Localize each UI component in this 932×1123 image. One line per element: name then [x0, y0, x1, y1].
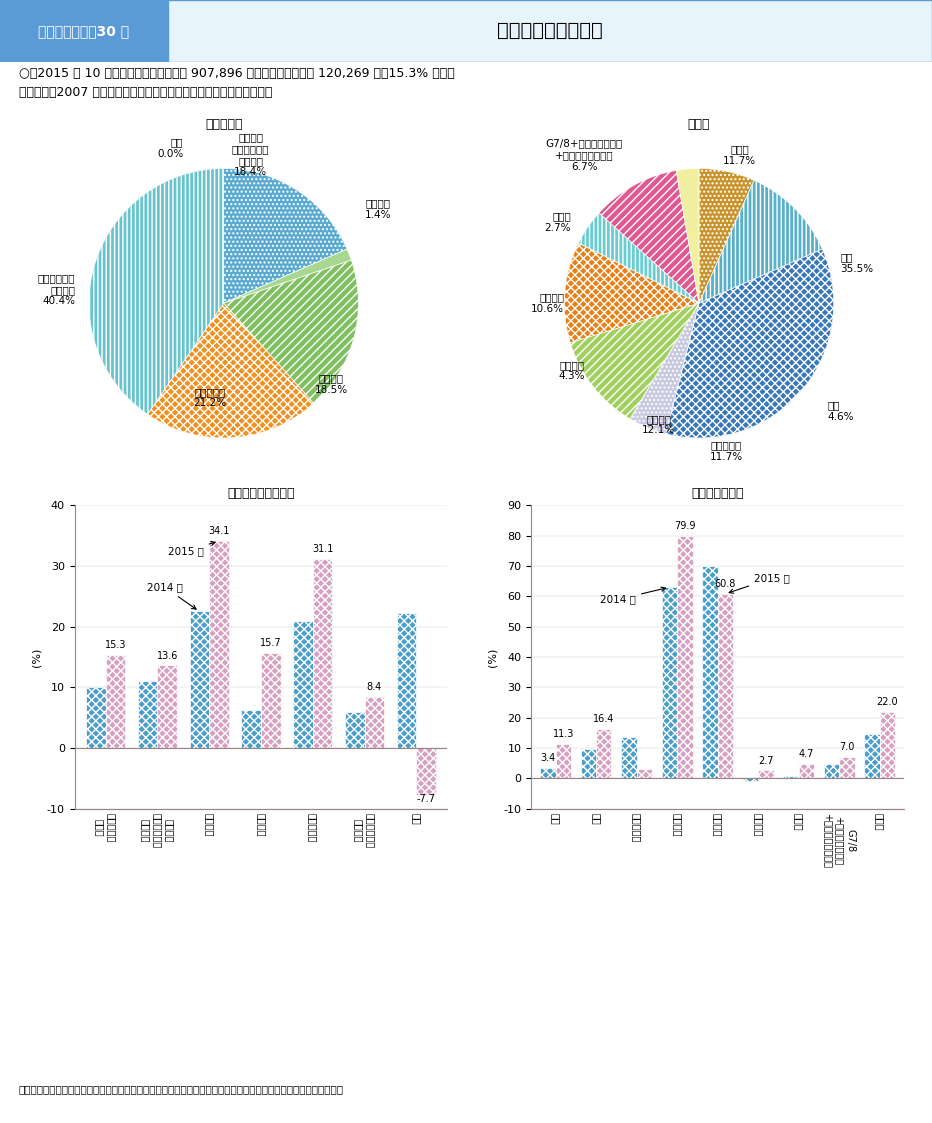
Text: 15.3: 15.3	[104, 640, 126, 650]
Wedge shape	[224, 261, 359, 403]
Wedge shape	[89, 168, 224, 414]
Text: G7/8+オーストラリア
+ニュージーランド
6.7%: G7/8+オーストラリア +ニュージーランド 6.7%	[546, 138, 624, 172]
Text: ネパール
4.3%: ネパール 4.3%	[558, 359, 584, 382]
Text: 2014 年: 2014 年	[600, 587, 665, 604]
Text: 2014 年: 2014 年	[147, 582, 196, 609]
Bar	[783, 776, 799, 778]
FancyBboxPatch shape	[0, 0, 168, 62]
Text: フィリピン
11.7%: フィリピン 11.7%	[709, 440, 743, 463]
Text: 身分に基づく
在留資格
40.4%: 身分に基づく 在留資格 40.4%	[38, 273, 75, 307]
Bar	[241, 710, 261, 748]
Text: 8.4: 8.4	[366, 682, 382, 692]
Bar	[105, 655, 125, 748]
Text: 34.1: 34.1	[209, 527, 229, 537]
Text: 16.4: 16.4	[593, 714, 614, 724]
Text: -7.7: -7.7	[417, 794, 435, 804]
Text: 不明
0.0%: 不明 0.0%	[157, 137, 184, 159]
Text: 第１－（２）－30 図: 第１－（２）－30 図	[38, 24, 130, 38]
Text: 外国人労働者の概観: 外国人労働者の概観	[497, 21, 603, 40]
Text: 韓国
4.6%: 韓国 4.6%	[827, 400, 854, 422]
Text: ペルー
2.7%: ペルー 2.7%	[544, 211, 571, 234]
Text: 13.6: 13.6	[157, 650, 178, 660]
Wedge shape	[665, 249, 834, 438]
Title: 国籍別・前年比: 国籍別・前年比	[692, 487, 744, 500]
Wedge shape	[677, 168, 699, 303]
Text: ○　2015 年 10 月末の外国人労働者数は 907,896 人で、前年に比べて 120,269 人、15.3% の増加
　となり、2007 年に届出が義務化: ○ 2015 年 10 月末の外国人労働者数は 907,896 人で、前年に比べ…	[19, 67, 455, 99]
Text: 31.1: 31.1	[312, 545, 334, 555]
Y-axis label: (%): (%)	[32, 647, 41, 667]
FancyBboxPatch shape	[168, 0, 932, 62]
Bar	[824, 764, 839, 778]
Bar	[189, 611, 209, 748]
Text: 技能実習
18.5%: 技能実習 18.5%	[315, 373, 348, 395]
Bar	[702, 566, 718, 778]
Text: 2.7: 2.7	[758, 756, 774, 766]
Text: ベトナム
12.1%: ベトナム 12.1%	[642, 413, 675, 436]
Bar	[364, 697, 384, 748]
Wedge shape	[699, 180, 822, 303]
Bar	[541, 768, 555, 778]
Text: その他
11.7%: その他 11.7%	[723, 144, 756, 166]
Bar	[678, 536, 692, 778]
Bar	[86, 687, 105, 748]
Text: 22.0: 22.0	[877, 697, 898, 707]
Wedge shape	[570, 303, 699, 419]
Text: 2015 年: 2015 年	[168, 541, 215, 556]
Bar	[313, 559, 333, 748]
Bar	[718, 594, 733, 778]
Bar	[417, 748, 436, 795]
Bar	[397, 613, 417, 748]
Text: 7.0: 7.0	[839, 742, 855, 752]
Title: 国籍別: 国籍別	[688, 118, 710, 130]
Bar	[293, 621, 313, 748]
Bar	[622, 738, 637, 778]
Text: 79.9: 79.9	[674, 521, 695, 531]
Text: 特定活動
1.4%: 特定活動 1.4%	[365, 198, 391, 220]
Bar	[864, 734, 880, 778]
Bar	[758, 770, 774, 778]
Bar	[880, 712, 895, 778]
Bar	[555, 743, 571, 778]
Title: 在留資格別: 在留資格別	[205, 118, 242, 130]
Bar	[261, 652, 281, 748]
Wedge shape	[630, 303, 699, 433]
Bar	[209, 541, 229, 748]
Bar	[637, 769, 652, 778]
Text: 中国
35.5%: 中国 35.5%	[841, 252, 873, 274]
Y-axis label: (%): (%)	[488, 647, 498, 667]
Wedge shape	[224, 249, 351, 303]
Wedge shape	[599, 171, 699, 303]
Text: 60.8: 60.8	[715, 579, 736, 590]
Text: 4.7: 4.7	[799, 749, 814, 759]
Text: 11.3: 11.3	[553, 730, 574, 739]
Text: 専門的・
技術的分野の
在留資格
18.4%: 専門的・ 技術的分野の 在留資格 18.4%	[232, 133, 269, 177]
Bar	[345, 712, 364, 748]
Text: 2015 年: 2015 年	[729, 573, 790, 593]
Bar	[158, 666, 177, 748]
Bar	[662, 587, 678, 778]
Text: 資料出所　厚生労働省「『外国人雇用状況』の届出状況まとめ」をもとに厚生労働省労働政策担当参事官室にて作成: 資料出所 厚生労働省「『外国人雇用状況』の届出状況まとめ」をもとに厚生労働省労働…	[19, 1085, 344, 1094]
Text: 3.4: 3.4	[541, 754, 555, 764]
Bar	[596, 729, 611, 778]
Text: ブラジル
10.6%: ブラジル 10.6%	[531, 292, 564, 314]
Text: 資格外活動
21.2%: 資格外活動 21.2%	[194, 386, 226, 409]
Wedge shape	[564, 243, 699, 343]
Bar	[138, 682, 158, 748]
Wedge shape	[699, 168, 754, 303]
Title: 在留資格別・前年比: 在留資格別・前年比	[227, 487, 295, 500]
Wedge shape	[579, 213, 699, 303]
Bar	[581, 749, 596, 778]
Bar	[743, 778, 758, 782]
Bar	[799, 764, 814, 778]
Wedge shape	[147, 303, 314, 438]
Wedge shape	[224, 168, 347, 303]
Bar	[839, 757, 855, 778]
Text: 15.7: 15.7	[260, 638, 281, 648]
